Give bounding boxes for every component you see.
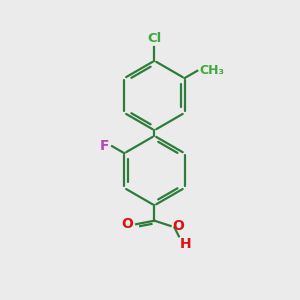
Text: Cl: Cl xyxy=(147,32,161,45)
Text: H: H xyxy=(180,238,192,251)
Text: O: O xyxy=(172,219,184,233)
Text: F: F xyxy=(100,139,110,153)
Text: O: O xyxy=(121,217,133,231)
Text: CH₃: CH₃ xyxy=(200,64,225,77)
